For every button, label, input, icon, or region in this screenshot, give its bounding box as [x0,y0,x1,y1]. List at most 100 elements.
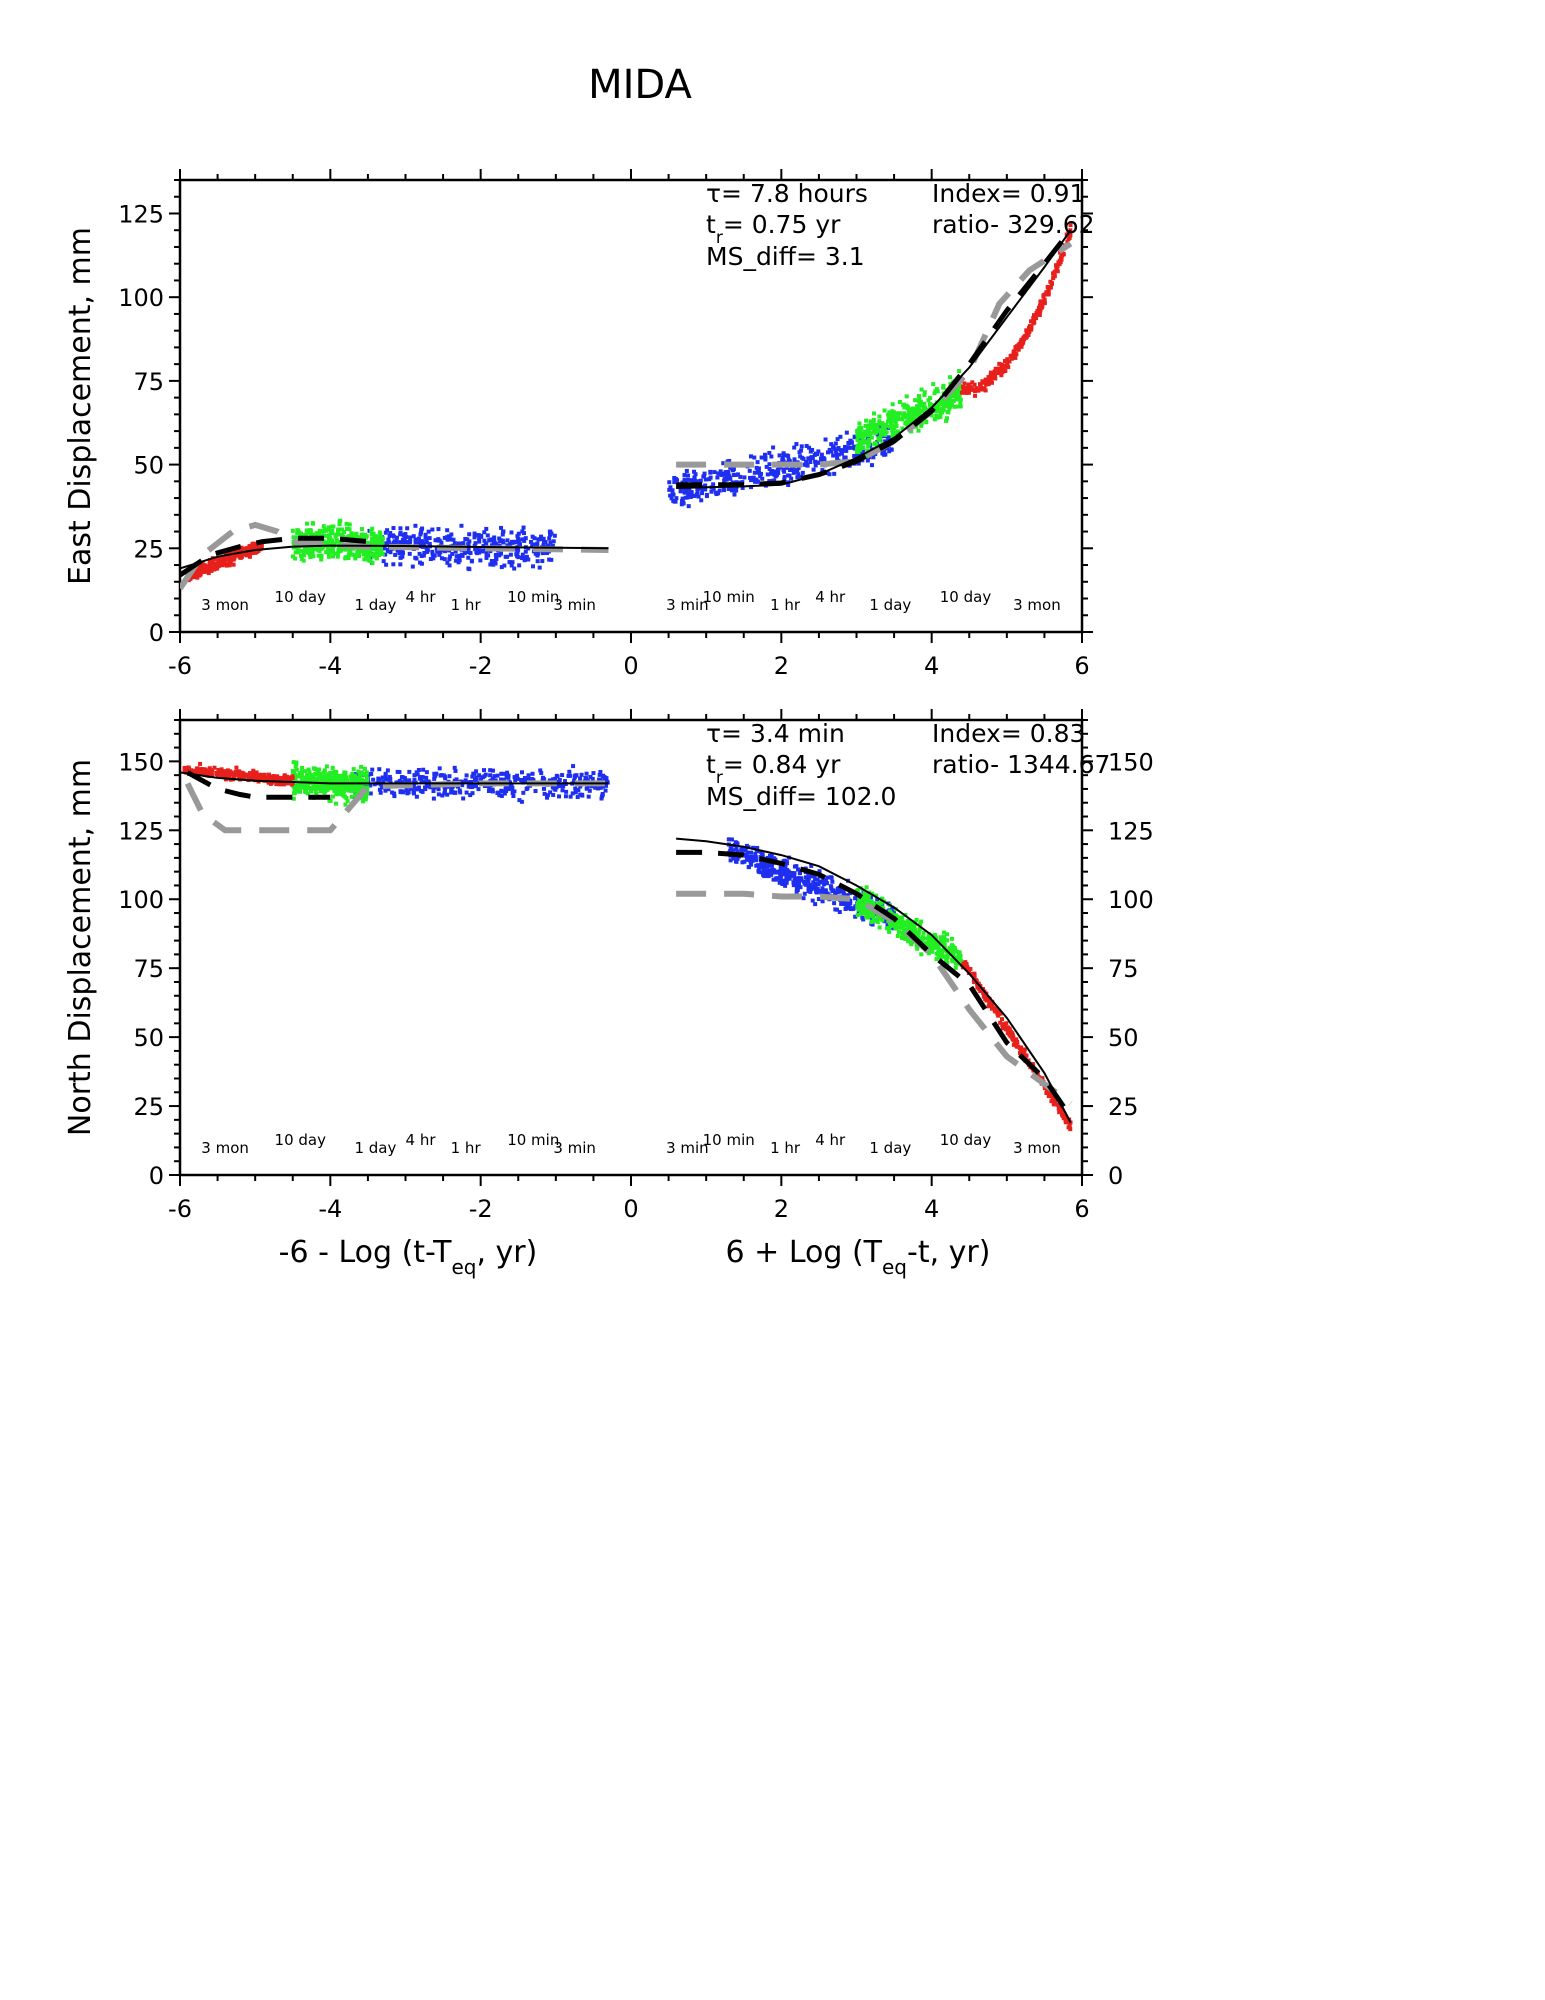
data-point [386,549,391,554]
data-point [857,425,862,430]
data-point [887,925,892,930]
data-point [485,533,490,538]
data-point [716,491,721,496]
data-point [865,458,870,463]
data-point [681,501,686,506]
data-point [551,777,556,782]
data-point [482,538,487,543]
data-point [516,555,521,560]
data-point [207,565,212,570]
data-point [843,455,848,460]
data-point [844,902,849,907]
data-point [773,877,778,882]
data-point [787,876,792,881]
tr-sub: r [716,768,723,788]
data-point [861,446,866,451]
data-point [894,926,899,931]
data-point [780,458,785,463]
data-point [403,531,408,536]
data-point [764,464,769,469]
data-point [864,418,869,423]
data-point [943,937,948,942]
data-point [1044,290,1049,295]
data-point [791,470,796,475]
data-point [380,540,385,545]
data-point [539,534,544,539]
data-point [423,535,428,540]
data-point [997,361,1002,366]
data-point [477,536,482,541]
data-point [361,552,366,557]
data-point [767,462,772,467]
data-point [322,774,327,779]
data-point [819,452,824,457]
data-point [889,447,894,452]
data-point [797,450,802,455]
data-point [916,407,921,412]
data-point [832,901,837,906]
data-point [317,548,322,553]
data-point [557,794,562,799]
data-point [1005,1031,1010,1036]
data-point [887,424,892,429]
data-point [975,984,980,989]
data-point [956,394,961,399]
data-point [1068,223,1073,228]
data-point [359,777,364,782]
data-point [1040,300,1045,305]
data-point [909,409,914,414]
data-point [293,764,298,769]
data-point [477,773,482,778]
data-point [466,555,471,560]
data-point [792,445,797,450]
data-point [327,537,332,542]
data-point [194,572,199,577]
data-point [948,395,953,400]
data-point [371,777,376,782]
data-point [839,451,844,456]
data-point [321,524,326,529]
data-point [420,789,425,794]
data-point [1008,1031,1013,1036]
data-point [917,400,922,405]
data-point [492,774,497,779]
data-point [769,863,774,868]
data-point [473,547,478,552]
data-point [473,541,478,546]
data-point [765,472,770,477]
tau-annotation: τ= 7.8 hours [706,179,868,208]
time-marker-label: 10 day [275,1131,327,1149]
data-point [904,923,909,928]
y-tick-label-right: 125 [1108,817,1154,845]
data-point [875,428,880,433]
data-point [331,524,336,529]
data-point [749,478,754,483]
data-point [317,545,322,550]
data-point [759,865,764,870]
data-point [846,904,851,909]
data-point [474,769,479,774]
data-point [321,770,326,775]
data-point [338,544,343,549]
data-point [294,767,299,772]
data-point [479,777,484,782]
data-point [516,547,521,552]
data-point [412,777,417,782]
data-point [763,452,768,457]
data-point [998,369,1003,374]
data-point [1055,1102,1060,1107]
data-point [305,772,310,777]
data-point [380,775,385,780]
data-point [426,529,431,534]
data-point [484,526,489,531]
data-point [319,533,324,538]
data-point [980,387,985,392]
data-point [351,532,356,537]
data-point [865,433,870,438]
data-point [845,893,850,898]
data-point [725,459,730,464]
data-point [231,562,236,567]
data-point [520,552,525,557]
data-point [856,909,861,914]
data-point [498,539,503,544]
